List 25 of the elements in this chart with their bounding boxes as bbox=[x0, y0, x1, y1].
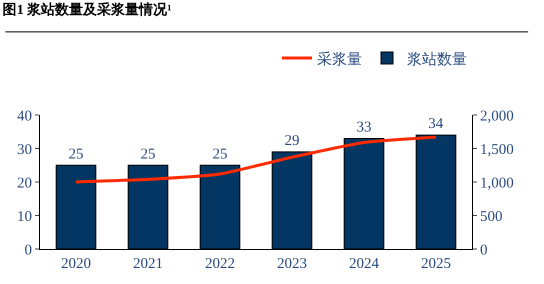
y-tick-label: 40 bbox=[17, 108, 32, 124]
y-tick-label: 10 bbox=[17, 208, 32, 225]
chart-title: 图1 浆站数量及采浆量情况¹ bbox=[2, 2, 172, 18]
y2-tick-label: 1,000 bbox=[480, 175, 514, 192]
x-tick-label: 2024 bbox=[349, 256, 380, 272]
x-tick-label: 2023 bbox=[277, 256, 307, 272]
data-label: 25 bbox=[68, 146, 84, 162]
legend-label: 浆站数量 bbox=[407, 50, 467, 68]
y-tick-label: 20 bbox=[17, 175, 32, 192]
x-tick-label: 2022 bbox=[205, 256, 235, 272]
data-label: 25 bbox=[212, 146, 228, 162]
y2-tick-label: 1,500 bbox=[480, 142, 514, 158]
y2-tick-label: 500 bbox=[480, 208, 502, 225]
x-tick-label: 2020 bbox=[61, 256, 91, 272]
y-tick-label: 0 bbox=[24, 242, 32, 258]
y2-tick-label: 2,000 bbox=[480, 108, 514, 124]
y2-tick-label: 0 bbox=[480, 242, 488, 258]
legend-label: 采浆量 bbox=[317, 50, 362, 68]
data-label: 29 bbox=[284, 132, 300, 149]
data-label: 34 bbox=[428, 116, 444, 132]
x-tick-label: 2025 bbox=[421, 256, 451, 272]
data-label: 33 bbox=[356, 119, 372, 136]
y-tick-label: 30 bbox=[17, 142, 32, 158]
data-label: 25 bbox=[140, 146, 156, 162]
x-tick-label: 2021 bbox=[133, 256, 163, 272]
